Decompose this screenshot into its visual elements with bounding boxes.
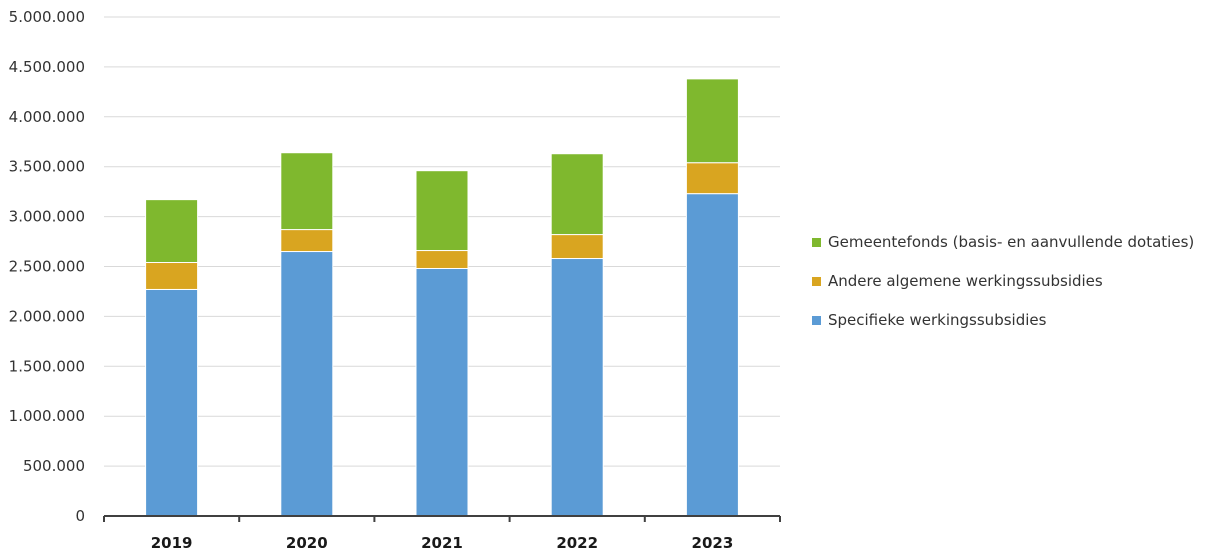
bar-segment-2021-series-1	[415, 250, 469, 269]
bar-segment-2021-series-0	[415, 267, 469, 517]
y-tick-label: 1.500.000	[9, 357, 85, 375]
y-tick-label: 4.500.000	[9, 58, 85, 76]
y-tick-label: 3.000.000	[9, 208, 85, 226]
bar-segment-2020-series-0	[280, 251, 334, 517]
y-tick-label: 4.000.000	[9, 108, 85, 126]
bar-segment-2023-series-1	[685, 162, 739, 195]
bar-segment-2021-series-2	[415, 170, 469, 252]
x-axis: 2019 2020 2021 2022 2023	[103, 515, 781, 550]
y-tick-label: 500.000	[23, 457, 85, 475]
legend-label: Andere algemene werkingssubsidies	[828, 272, 1103, 290]
y-tick-label: 2.000.000	[9, 307, 85, 325]
legend-item-specifieke: Specifieke werkingssubsidies	[812, 310, 1194, 330]
legend: Gemeentefonds (basis- en aanvullende dot…	[812, 232, 1194, 349]
y-tick-label: 0	[75, 507, 85, 525]
legend-item-gemeentefonds: Gemeentefonds (basis- en aanvullende dot…	[812, 232, 1194, 252]
x-tick-label: 2019	[151, 534, 193, 550]
y-tick-label: 3.500.000	[9, 158, 85, 176]
bar-segment-2020-series-1	[280, 229, 334, 253]
bar-segment-2023-series-2	[685, 78, 739, 164]
x-tick-label: 2022	[556, 534, 598, 550]
legend-swatch	[812, 237, 821, 247]
y-tick-label: 1.000.000	[9, 407, 85, 425]
legend-item-andere-algemene: Andere algemene werkingssubsidies	[812, 271, 1194, 291]
y-tick-label: 2.500.000	[9, 258, 85, 276]
y-axis-ticks: 0 500.000 1.000.000 1.500.000 2.000.000 2.500…	[9, 8, 85, 525]
bar-segment-2019-series-0	[145, 288, 199, 517]
x-tick-label: 2021	[421, 534, 463, 550]
bar-segment-2022-series-2	[550, 153, 604, 236]
bar-segment-2022-series-1	[550, 234, 604, 260]
bar-segment-2023-series-0	[685, 193, 739, 517]
bar-segment-2022-series-0	[550, 258, 604, 517]
legend-label: Gemeentefonds (basis- en aanvullende dot…	[828, 233, 1195, 251]
bar-segment-2019-series-1	[145, 262, 199, 290]
legend-swatch	[812, 276, 821, 286]
legend-swatch	[812, 315, 821, 325]
bars	[145, 78, 739, 517]
bar-segment-2019-series-2	[145, 199, 199, 264]
x-tick-label: 2023	[692, 534, 734, 550]
y-tick-label: 5.000.000	[9, 8, 85, 26]
bar-segment-2020-series-2	[280, 152, 334, 231]
legend-label: Specifieke werkingssubsidies	[828, 311, 1047, 329]
x-tick-label: 2020	[286, 534, 328, 550]
